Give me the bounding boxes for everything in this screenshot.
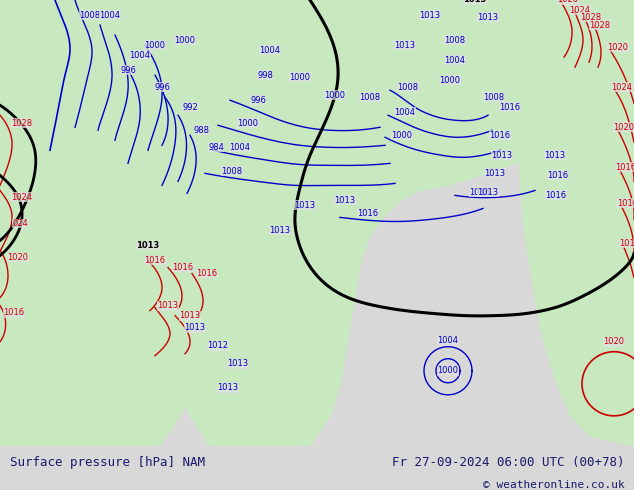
Text: 1013: 1013 [477,13,498,22]
Text: © weatheronline.co.uk: © weatheronline.co.uk [482,480,624,490]
Text: 1028: 1028 [590,21,611,29]
Text: 1024: 1024 [569,5,590,15]
Text: 1013: 1013 [228,359,249,368]
Text: 1013: 1013 [491,151,512,160]
Text: 1008: 1008 [359,93,380,102]
Text: 988: 988 [194,126,210,135]
Text: 1013: 1013 [477,188,498,197]
Text: 1028: 1028 [581,13,602,22]
Text: Fr 27-09-2024 06:00 UTC (00+78): Fr 27-09-2024 06:00 UTC (00+78) [392,456,624,469]
Text: Surface pressure [hPa] NAM: Surface pressure [hPa] NAM [10,456,205,469]
Text: 1016: 1016 [545,191,567,200]
Text: 1016: 1016 [3,308,25,317]
Text: 024: 024 [12,219,28,228]
Text: 1024: 1024 [612,83,633,92]
Text: 1004: 1004 [129,50,150,60]
Text: 1013: 1013 [394,41,415,49]
Text: 1024: 1024 [11,193,32,202]
Text: 1016: 1016 [500,103,521,112]
Text: 1000: 1000 [238,119,259,128]
Text: 1016: 1016 [547,171,569,180]
Text: 1028: 1028 [11,119,32,128]
Text: 1013: 1013 [179,311,200,320]
Text: 1013: 1013 [484,169,505,178]
Polygon shape [480,0,634,446]
Text: 1020: 1020 [557,0,578,4]
Text: 1012: 1012 [207,341,228,350]
Text: 1020: 1020 [607,43,628,51]
Text: 1020: 1020 [614,123,634,132]
Text: 1004: 1004 [259,46,280,54]
Polygon shape [0,0,210,446]
Text: 996: 996 [250,96,266,105]
Polygon shape [590,0,634,75]
Text: 1000: 1000 [290,73,311,82]
Text: 1016: 1016 [197,269,217,278]
Text: 996: 996 [120,66,136,74]
Text: 1008: 1008 [444,36,465,45]
Text: 1004: 1004 [437,336,458,345]
Text: 1000: 1000 [174,36,195,45]
Text: 1004: 1004 [444,56,465,65]
Text: 1004: 1004 [100,10,120,20]
Text: 1013: 1013 [136,241,160,250]
Text: 1020: 1020 [604,337,624,346]
Text: 1013: 1013 [545,151,566,160]
Text: 1016: 1016 [618,199,634,208]
Text: 1013: 1013 [294,201,316,210]
Text: 984: 984 [208,143,224,152]
Text: 1013: 1013 [335,196,356,205]
Text: 998: 998 [257,71,273,80]
Text: 996: 996 [154,83,170,92]
Text: 1013: 1013 [269,226,290,235]
Text: 1008: 1008 [398,83,418,92]
Text: 1016: 1016 [489,131,510,140]
Text: 1013: 1013 [217,383,238,392]
Text: 992: 992 [182,103,198,112]
Text: 1013: 1013 [463,0,487,4]
Text: 1000: 1000 [145,41,165,49]
Text: 1016: 1016 [616,163,634,172]
Text: 1016: 1016 [172,263,193,272]
Text: 1008: 1008 [484,93,505,102]
Text: 1016: 1016 [469,188,491,197]
Text: 1016: 1016 [358,209,378,218]
Polygon shape [480,0,634,331]
Polygon shape [100,0,555,446]
Text: 1013: 1013 [420,10,441,20]
Text: 1000: 1000 [392,131,413,140]
Text: 1004: 1004 [394,108,415,117]
Text: 1013: 1013 [184,323,205,332]
Text: 1008: 1008 [221,167,243,176]
Text: 1020: 1020 [8,253,29,262]
Text: 1000: 1000 [325,91,346,99]
Text: 1004: 1004 [230,143,250,152]
Text: 1013: 1013 [619,239,634,248]
Text: 1013: 1013 [157,301,179,310]
Text: 1000: 1000 [437,366,458,375]
Text: 1016: 1016 [145,256,165,265]
Text: 1000: 1000 [439,75,460,85]
Text: 1008: 1008 [79,10,101,20]
